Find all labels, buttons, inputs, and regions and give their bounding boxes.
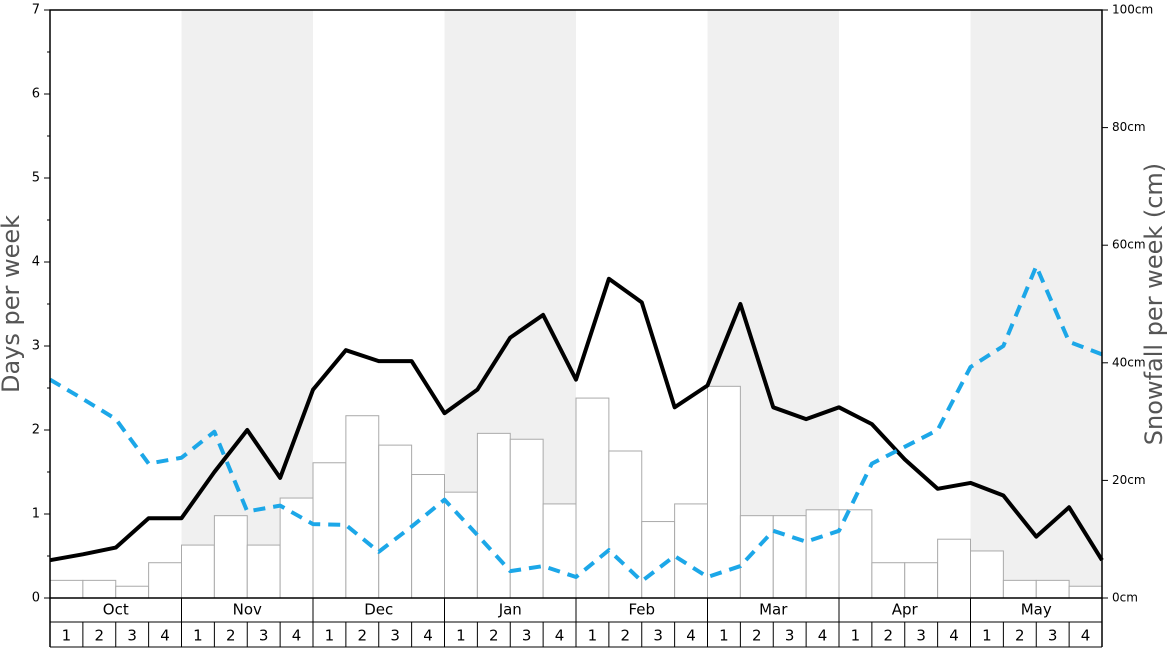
bar [1035, 579, 1070, 599]
bar [838, 509, 873, 599]
bar [444, 491, 478, 599]
month-band [839, 10, 971, 598]
x-tick-label: 4 [1081, 627, 1091, 645]
x-tick-label: 3 [522, 627, 532, 645]
x-tick-label: 4 [555, 627, 565, 645]
x-tick-label: 1 [588, 627, 598, 645]
y-tick-label: 0 [32, 591, 40, 606]
month-label: Apr [892, 601, 919, 619]
x-tick-label: 4 [423, 627, 433, 645]
y2-tick-label: 40cm [1112, 355, 1146, 369]
x-tick-label: 1 [325, 627, 335, 645]
bar [312, 462, 347, 599]
y-tick-label: 4 [32, 255, 40, 270]
x-tick-label: 2 [884, 627, 894, 645]
x-tick-label: 4 [686, 627, 696, 645]
y2-tick-label: 80cm [1112, 120, 1146, 134]
x-tick-label: 3 [653, 627, 663, 645]
month-label: Nov [233, 601, 262, 619]
bar [575, 397, 610, 599]
month-band [50, 10, 182, 598]
bar [937, 538, 971, 599]
y2-axis-title: Snowfall per week (cm) [1140, 163, 1168, 445]
x-tick-label: 1 [719, 627, 729, 645]
x-tick-label: 2 [752, 627, 762, 645]
bar [739, 515, 774, 599]
x-tick-label: 3 [785, 627, 795, 645]
y-tick-label: 3 [32, 339, 40, 354]
y2-tick-label: 100cm [1112, 3, 1153, 17]
x-tick-label: 2 [95, 627, 105, 645]
y2-tick-label: 20cm [1112, 473, 1146, 487]
x-tick-label: 4 [292, 627, 302, 645]
month-label: Feb [628, 601, 655, 619]
x-tick-label: 2 [358, 627, 368, 645]
bar [1002, 579, 1037, 599]
line [48, 264, 1103, 584]
month-label: Dec [364, 601, 393, 619]
x-tick-label: 1 [982, 627, 992, 645]
month-label: Oct [103, 601, 129, 619]
bar [509, 438, 544, 599]
x-tick-label: 3 [259, 627, 269, 645]
x-tick-label: 1 [193, 627, 203, 645]
y2-tick-label: 60cm [1112, 238, 1146, 252]
month-label: Jan [498, 601, 522, 619]
month-band [970, 10, 1102, 598]
x-tick-label: 3 [390, 627, 400, 645]
y-tick-label: 1 [32, 507, 40, 522]
bar [904, 562, 939, 599]
bar [378, 444, 413, 599]
y-tick-label: 2 [32, 423, 40, 438]
month-label: May [1021, 601, 1052, 619]
bar [115, 585, 150, 599]
bar [148, 562, 182, 599]
y-tick-label: 5 [32, 171, 40, 186]
bar [82, 579, 117, 599]
month-label: Mar [759, 601, 788, 619]
x-tick-label: 1 [851, 627, 861, 645]
x-tick-label: 4 [818, 627, 828, 645]
x-tick-label: 1 [62, 627, 72, 645]
x-tick-label: 1 [456, 627, 466, 645]
x-tick-label: 2 [621, 627, 631, 645]
bar [476, 432, 511, 599]
x-tick-label: 4 [949, 627, 959, 645]
bar [1068, 585, 1103, 599]
x-tick-label: 3 [916, 627, 926, 645]
bar [707, 385, 741, 599]
bar [805, 509, 840, 599]
bar [213, 515, 248, 599]
x-tick-label: 3 [1048, 627, 1058, 645]
x-tick-label: 4 [160, 627, 170, 645]
x-tick-label: 2 [226, 627, 236, 645]
bar [181, 544, 215, 599]
x-tick-label: 2 [489, 627, 499, 645]
bar [772, 515, 807, 599]
bar [970, 550, 1004, 599]
bar [542, 503, 577, 599]
bar [411, 474, 445, 599]
bar [246, 544, 281, 599]
bar [49, 579, 84, 599]
y2-tick-label: 0cm [1112, 591, 1138, 605]
bar [674, 503, 708, 599]
x-tick-label: 2 [1015, 627, 1025, 645]
y-tick-label: 6 [32, 87, 40, 102]
x-tick-label: 3 [127, 627, 137, 645]
bar [345, 415, 380, 599]
line [49, 276, 1104, 563]
bar [871, 562, 906, 599]
y-tick-label: 7 [32, 3, 40, 18]
y-axis-title: Days per week [0, 215, 25, 393]
